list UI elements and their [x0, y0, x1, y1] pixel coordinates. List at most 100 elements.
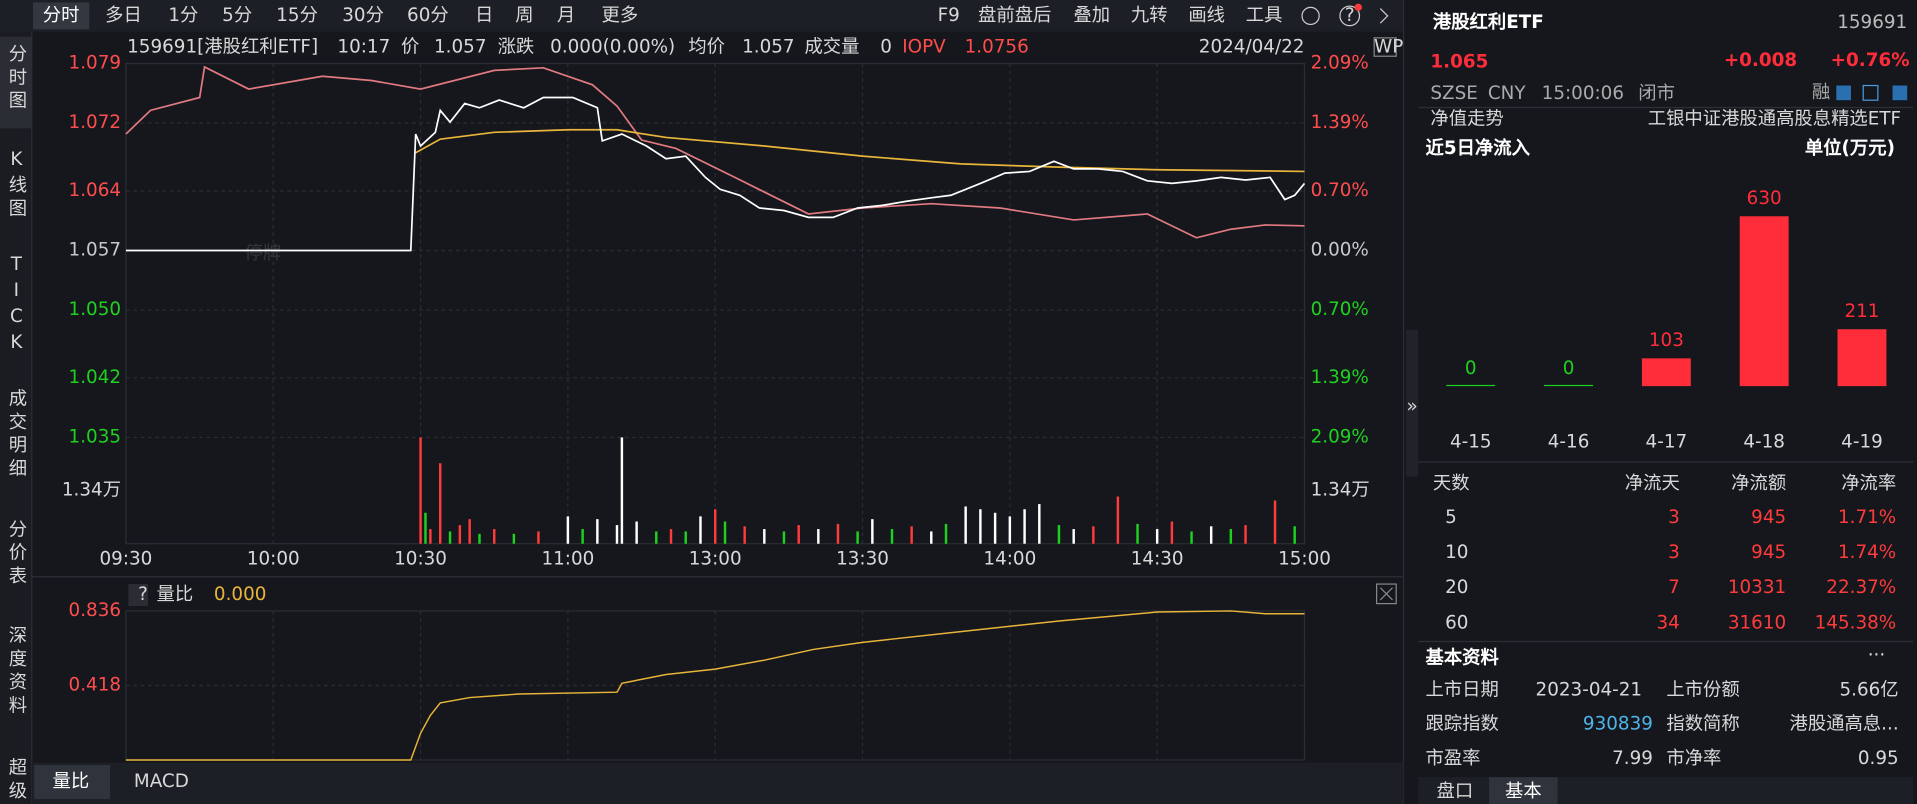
table-cell: 945: [1751, 507, 1786, 528]
edit-icon[interactable]: [1836, 85, 1851, 101]
quote-change-pct: +0.76%: [1831, 50, 1910, 71]
help-glyph: ?: [1345, 5, 1355, 26]
nav-label[interactable]: 净值走势: [1430, 109, 1503, 130]
inflow-title: 近5日净流入: [1426, 137, 1531, 159]
toolbar-tool[interactable]: 叠加: [1073, 5, 1110, 26]
volume-bar: [1136, 523, 1139, 544]
inflow-label: 630: [1747, 188, 1782, 209]
toolbar-tab[interactable]: 更多: [602, 5, 639, 26]
basic-more[interactable]: ···: [1868, 645, 1885, 666]
collapse-handle[interactable]: [1405, 329, 1419, 477]
add-icon[interactable]: [1892, 85, 1908, 101]
table-cell: 3: [1668, 507, 1680, 528]
y-tick-label: 1.042: [69, 367, 121, 388]
sidebar-item[interactable]: K线图: [6, 149, 27, 221]
quote-code: 159691: [1837, 12, 1907, 33]
sidebar-item[interactable]: 分价表: [6, 519, 27, 589]
volume-bar: [1229, 529, 1233, 544]
info-date: 2024/04/22: [1199, 37, 1305, 58]
sidebar-item[interactable]: TICK: [6, 254, 27, 358]
toolbar-tool[interactable]: 工具: [1246, 5, 1283, 26]
tab-active: [33, 2, 90, 30]
panel-tab[interactable]: 基本: [1505, 781, 1542, 802]
inflow-bar: [1837, 329, 1887, 387]
toolbar-tool[interactable]: 画线: [1188, 5, 1225, 26]
y-tick-label: 1.057: [69, 239, 121, 260]
volume-bar: [944, 523, 948, 544]
wp-label: WP: [1374, 37, 1403, 58]
toolbar-tool[interactable]: 九转: [1131, 5, 1168, 26]
volume-bar: [713, 509, 717, 544]
toolbar-tab[interactable]: 30分: [342, 5, 384, 26]
table-header: 天数: [1433, 473, 1470, 494]
volume-bar: [635, 521, 638, 544]
sidebar-item[interactable]: 分时图: [6, 44, 27, 114]
toolbar-tab[interactable]: 多日: [105, 5, 142, 26]
info-label: IOPV: [902, 37, 946, 58]
info-value: 1.0756: [965, 37, 1029, 58]
table-cell: 60: [1445, 612, 1468, 633]
volume-bar: [723, 521, 727, 544]
volume-bar: [429, 529, 432, 544]
chevron[interactable]: [1379, 8, 1389, 24]
basic-cell: 2023-04-21: [1536, 679, 1643, 700]
bottom-tab[interactable]: 量比: [53, 771, 90, 792]
volume-bar: [424, 512, 427, 544]
toolbar-tab[interactable]: 60分: [407, 5, 449, 26]
toolbar-tab[interactable]: 1分: [168, 5, 198, 26]
pct-tick-label: 0.70%: [1311, 180, 1369, 201]
info-time: 10:17: [337, 37, 390, 58]
toolbar-tab[interactable]: 15分: [276, 5, 318, 26]
sidebar-item[interactable]: 成交明细: [6, 389, 27, 482]
toolbar-tab[interactable]: 月: [557, 5, 575, 26]
info-value: 0: [880, 37, 892, 58]
volume-bar: [448, 531, 452, 544]
toolbar: [0, 0, 1404, 32]
tab-active: [34, 764, 111, 800]
basic-title: 基本资料: [1426, 647, 1500, 669]
y-tick-label: 1.035: [69, 426, 121, 447]
volume-bar: [1244, 525, 1247, 544]
quote-change: +0.008: [1724, 50, 1797, 71]
sidebar-item[interactable]: 超级: [6, 758, 27, 804]
bottom-tab[interactable]: MACD: [134, 771, 189, 792]
close-button[interactable]: [1376, 583, 1397, 605]
y-tick-label: 1.064: [69, 180, 121, 201]
inflow-category: 4-18: [1743, 431, 1785, 452]
toolbar-tab[interactable]: 日: [475, 5, 493, 26]
toolbar-tab[interactable]: 分时: [43, 5, 80, 26]
table-cell: 10331: [1728, 577, 1786, 598]
basic-cell: 指数简称: [1666, 714, 1739, 735]
window-icon[interactable]: [1862, 84, 1879, 101]
basic-cell: 上市份额: [1666, 679, 1739, 700]
sidebar-item[interactable]: 深度资料: [6, 626, 27, 719]
help-icon[interactable]: [1339, 5, 1361, 27]
inflow-category: 4-19: [1841, 431, 1883, 452]
sidebar-active: [0, 36, 32, 129]
volume-bar: [655, 531, 658, 544]
inflow-label: 0: [1465, 358, 1477, 379]
help-box[interactable]: [128, 584, 148, 607]
y-tick-label: 0.836: [69, 600, 121, 621]
panel-tab[interactable]: 盘口: [1437, 781, 1474, 802]
basic-cell: 7.99: [1612, 748, 1653, 769]
volume-bar: [478, 533, 481, 544]
volume-bar: [615, 525, 619, 544]
x-tick-label: 10:00: [247, 549, 300, 570]
gear-icon[interactable]: [1301, 6, 1320, 26]
info-label: 均价: [688, 37, 725, 58]
table-cell: 20: [1445, 577, 1468, 598]
toolbar-tab[interactable]: 5分: [222, 5, 252, 26]
basic-cell: 0.95: [1858, 748, 1899, 769]
plot-frame: [125, 610, 1306, 761]
volume-bar: [964, 506, 967, 544]
y-tick-label: 1.34万: [1311, 480, 1370, 501]
toolbar-tool[interactable]: F9: [938, 5, 960, 26]
volume-bar: [512, 533, 516, 544]
toolbar-tool[interactable]: 盘前盘后: [978, 5, 1051, 26]
x-tick-label: 15:00: [1278, 549, 1331, 570]
quote-meta: SZSE: [1430, 83, 1477, 104]
x-tick-label: 11:00: [541, 549, 594, 570]
volume-bar: [699, 516, 702, 544]
toolbar-tab[interactable]: 周: [515, 5, 533, 26]
